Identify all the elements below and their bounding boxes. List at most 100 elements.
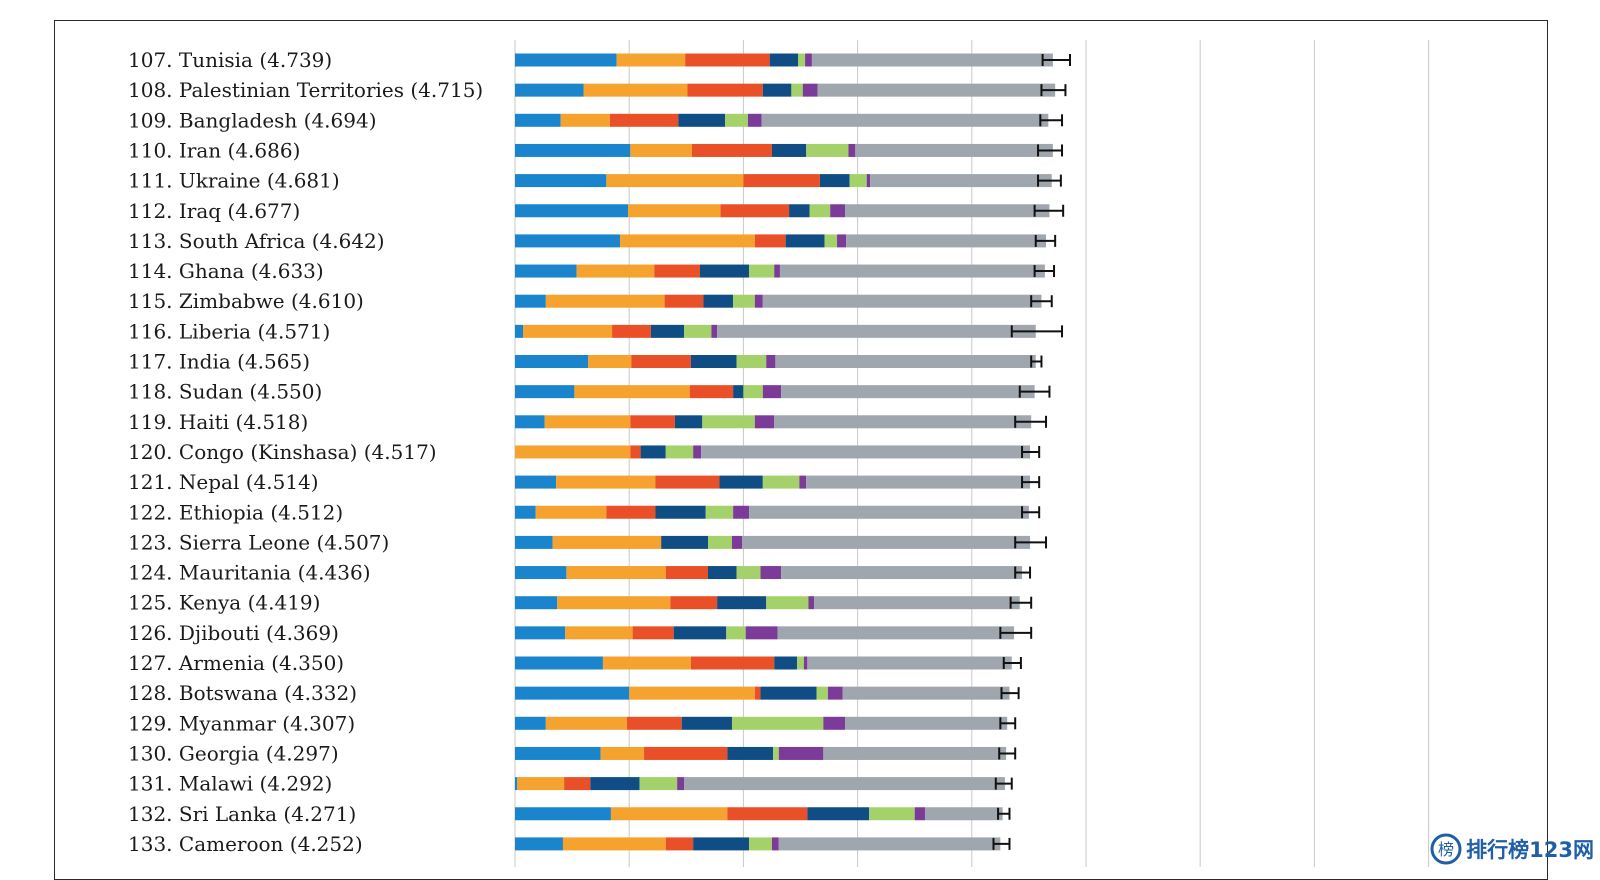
row-label: 130. Georgia (4.297)	[128, 741, 339, 765]
bar-segment	[684, 324, 712, 338]
bar-segment	[628, 204, 721, 218]
bar-segment	[745, 626, 778, 640]
bar-segment	[515, 807, 611, 821]
bar-segment	[866, 174, 871, 188]
bar-segment	[515, 596, 558, 610]
bar-segment	[689, 385, 734, 399]
bar-segment	[845, 716, 1008, 730]
bar-segment	[566, 566, 666, 580]
bar-segment	[545, 294, 665, 308]
svg-text:榜: 榜	[1438, 840, 1454, 859]
bar-segment	[606, 174, 744, 188]
bar-segment	[620, 234, 755, 248]
bar-segment	[754, 686, 761, 700]
row-label: 110. Iran (4.686)	[128, 138, 300, 162]
bar-segment	[803, 656, 808, 670]
bar-segment	[655, 475, 720, 489]
bar-segment	[798, 53, 806, 67]
bar-segment	[827, 686, 843, 700]
bar-segment	[661, 535, 708, 549]
bar-segment	[515, 415, 545, 429]
bar-segment	[924, 807, 1003, 821]
bar-segment	[785, 234, 825, 248]
bar-segment	[749, 264, 775, 278]
bar-segment	[701, 445, 1031, 459]
bar-segment	[814, 596, 1020, 610]
bar-segment	[690, 355, 737, 368]
watermark: 榜 排行榜123网	[1430, 833, 1594, 865]
bar-segment	[650, 324, 685, 338]
watermark-text: 排行榜123网	[1466, 838, 1594, 862]
bar-segment	[600, 746, 645, 760]
bar-segment	[749, 505, 1029, 519]
bar-segment	[515, 143, 631, 157]
bar-segment	[583, 83, 688, 97]
bar-segment	[556, 475, 656, 489]
bar-segment	[816, 686, 828, 700]
bar-segment	[665, 566, 708, 580]
bar-segment	[687, 83, 763, 97]
bar-segment	[576, 264, 655, 278]
bar-segment	[870, 174, 1052, 188]
bar-segment	[616, 53, 686, 67]
bar-segment	[630, 445, 641, 459]
row-label: 125. Kenya (4.419)	[128, 591, 320, 615]
bar-segment	[754, 234, 786, 248]
row-label: 120. Congo (Kinshasa) (4.517)	[128, 440, 437, 464]
bar-segment	[515, 385, 575, 399]
bar-segment	[819, 174, 850, 188]
bar-segment	[771, 143, 807, 157]
bar-segment	[805, 53, 812, 67]
bar-segment	[693, 837, 750, 851]
bar-segment	[781, 566, 1023, 580]
bar-segment	[837, 234, 847, 248]
bar-segment	[720, 204, 790, 218]
row-label: 131. Malawi (4.292)	[128, 772, 332, 796]
bar-segment	[535, 505, 607, 519]
row-label: 122. Ethiopia (4.512)	[128, 500, 343, 524]
bar-segment	[515, 535, 553, 549]
bar-segment	[609, 113, 679, 127]
row-label: 129. Myanmar (4.307)	[128, 711, 355, 735]
bar-segment	[640, 445, 666, 459]
bar-segment	[515, 746, 601, 760]
bar-segment	[830, 204, 846, 218]
bar-segment	[774, 656, 798, 670]
bar-segment	[808, 596, 815, 610]
bar-segment	[760, 686, 817, 700]
bar-segment	[733, 294, 755, 308]
row-label: 116. Liberia (4.571)	[128, 319, 330, 343]
bar-segment	[711, 324, 718, 338]
bar-segment	[626, 716, 682, 730]
bar-segment	[779, 264, 1045, 278]
bar-segment	[665, 837, 694, 851]
bar-segment	[664, 294, 704, 308]
bar-segment	[602, 656, 691, 670]
row-label: 123. Sierra Leone (4.507)	[128, 530, 389, 554]
bar-segment	[743, 385, 763, 399]
bar-segment	[806, 475, 1031, 489]
bar-segment	[693, 445, 702, 459]
row-label: 112. Iraq (4.677)	[128, 199, 300, 223]
bar-segment	[644, 746, 728, 760]
bar-segment	[515, 264, 577, 278]
bar-segment	[717, 324, 1036, 338]
bar-segment	[717, 596, 767, 610]
bar-segment	[771, 837, 779, 851]
row-label: 117. India (4.565)	[128, 350, 310, 374]
bar-segment	[685, 53, 770, 67]
bar-segment	[630, 415, 675, 429]
bar-segment	[564, 777, 591, 791]
bar-segment	[705, 505, 734, 519]
bar-segment	[681, 716, 732, 730]
bar-segment	[517, 777, 565, 791]
row-label: 126. Djibouti (4.369)	[128, 621, 339, 645]
bar-segment	[789, 204, 810, 218]
bar-segment	[552, 535, 662, 549]
bar-segment	[515, 777, 518, 791]
bar-segment	[773, 746, 779, 760]
bar-segment	[754, 294, 763, 308]
bar-segment	[610, 807, 728, 821]
bar-segment	[606, 505, 656, 519]
row-label: 107. Tunisia (4.739)	[128, 48, 332, 72]
